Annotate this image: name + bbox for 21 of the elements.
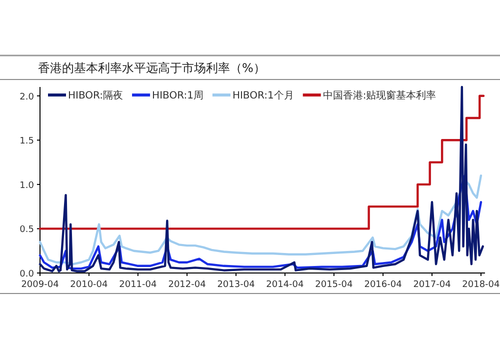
y-tick-label: 0.5 xyxy=(20,225,34,236)
y-tick-label: 0.0 xyxy=(20,270,34,280)
x-tick-label: 2015-04 xyxy=(315,280,354,290)
x-tick-label: 2018-04 xyxy=(462,280,500,290)
legend-label: HIBOR:1个月 xyxy=(232,90,294,102)
legend-label: HIBOR:1周 xyxy=(152,90,204,102)
x-tick-label: 2009-04 xyxy=(21,280,60,290)
y-tick-label: 1.5 xyxy=(20,136,34,147)
legend-label: HIBOR:隔夜 xyxy=(68,90,124,102)
y-tick-label: 1.0 xyxy=(20,180,34,191)
chart-title: 香港的基本利率水平远高于市场利率（%） xyxy=(38,61,266,75)
x-tick-label: 2012-04 xyxy=(168,280,206,290)
x-tick-label: 2010-04 xyxy=(70,280,108,290)
x-tick-label: 2016-04 xyxy=(364,280,402,290)
y-tick-label: 2.0 xyxy=(20,92,34,102)
legend-label: 中国香港:贴现窗基本利率 xyxy=(322,90,436,102)
line-series xyxy=(38,86,484,272)
x-tick-label: 2017-04 xyxy=(413,280,452,290)
x-tick-label: 2014-04 xyxy=(266,280,304,290)
x-tick-label: 2013-04 xyxy=(217,280,256,290)
x-tick-label: 2011-04 xyxy=(119,280,158,290)
